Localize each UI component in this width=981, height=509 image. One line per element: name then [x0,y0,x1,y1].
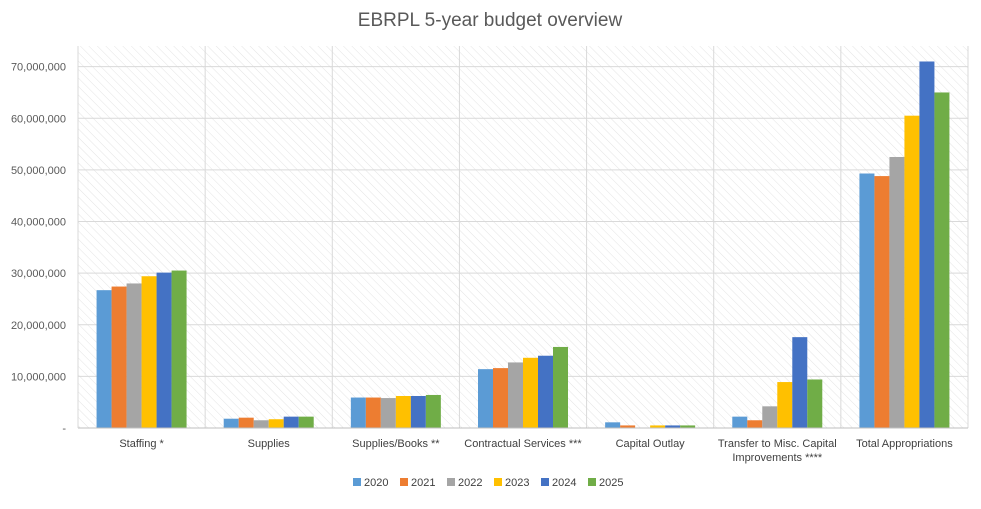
bar-2025 [807,379,823,428]
bar-2024 [538,355,553,428]
bar-2025 [171,270,187,428]
bar-2025 [425,394,441,428]
legend-label-2022: 2022 [458,477,482,489]
bar-2021 [493,368,508,428]
y-tick-label: 10,000,000 [11,371,66,383]
chart-title: EBRPL 5-year budget overview [358,10,623,31]
bar-2021 [747,420,763,428]
bar-2024 [410,395,426,428]
bar-2025 [934,92,950,428]
y-tick-label: 60,000,000 [11,113,66,125]
bar-2020 [350,397,366,428]
bar-2022 [762,406,778,428]
y-tick-label: 70,000,000 [11,62,66,74]
bar-2024 [665,425,681,428]
bar-2020 [96,290,112,428]
bar-2021 [111,286,127,428]
y-tick-label: 20,000,000 [11,320,66,332]
bar-2022 [380,398,396,428]
legend-label-2020: 2020 [364,477,388,489]
y-tick-label: - [62,423,66,435]
bar-2020 [605,422,621,428]
bar-2022 [889,156,905,428]
legend-swatch-2024 [541,478,549,486]
x-tick-label: Transfer to Misc. Capital [718,438,837,450]
legend-swatch-2022 [447,478,455,486]
y-tick-label: 30,000,000 [11,268,66,280]
bar-2023 [395,395,411,428]
legend-label-2025: 2025 [599,477,623,489]
legend-swatch-2023 [494,478,502,486]
bar-2020 [478,369,493,428]
y-tick-label: 40,000,000 [11,217,66,229]
legend-swatch-2025 [588,478,596,486]
bar-2021 [238,417,254,428]
legend-swatch-2020 [353,478,361,486]
bar-2024 [283,416,299,428]
x-tick-label: Contractual Services *** [464,438,582,450]
legend-swatch-2021 [400,478,408,486]
x-tick-label: Staffing * [119,438,164,450]
x-tick-label: Total Appropriations [856,438,953,450]
legend-label-2023: 2023 [505,477,529,489]
y-tick-label: 50,000,000 [11,165,66,177]
bar-2020 [732,416,748,428]
x-tick-label: Supplies [248,438,291,450]
bar-2020 [859,173,875,428]
bar-2025 [298,416,314,428]
bar-2023 [141,276,157,428]
bar-2022 [253,420,269,428]
bar-2024 [156,272,172,428]
bar-2021 [365,397,381,428]
bar-2022 [508,362,523,428]
legend: 2020 2021 2022 2023 2024 2025 [353,477,623,489]
bar-2025 [553,346,568,428]
bar-2022 [126,283,142,428]
bar-2025 [680,425,696,428]
legend-label-2021: 2021 [411,477,435,489]
x-tick-label: Capital Outlay [616,438,686,450]
bar-2024 [792,337,808,428]
bar-2024 [919,61,935,429]
plot-area: - 10,000,000 20,000,000 30,000,000 40,000,00… [11,46,969,464]
bar-2023 [777,382,793,428]
x-tick-label: Improvements **** [732,452,823,464]
bar-2023 [904,115,920,429]
x-tick-label: Supplies/Books ** [352,438,440,450]
bar-2021 [620,425,636,428]
bar-2023 [268,419,284,428]
legend-label-2024: 2024 [552,477,576,489]
bar-2020 [223,418,239,428]
bar-2023 [650,425,666,428]
bar-2023 [523,357,538,428]
bar-2021 [874,176,890,428]
